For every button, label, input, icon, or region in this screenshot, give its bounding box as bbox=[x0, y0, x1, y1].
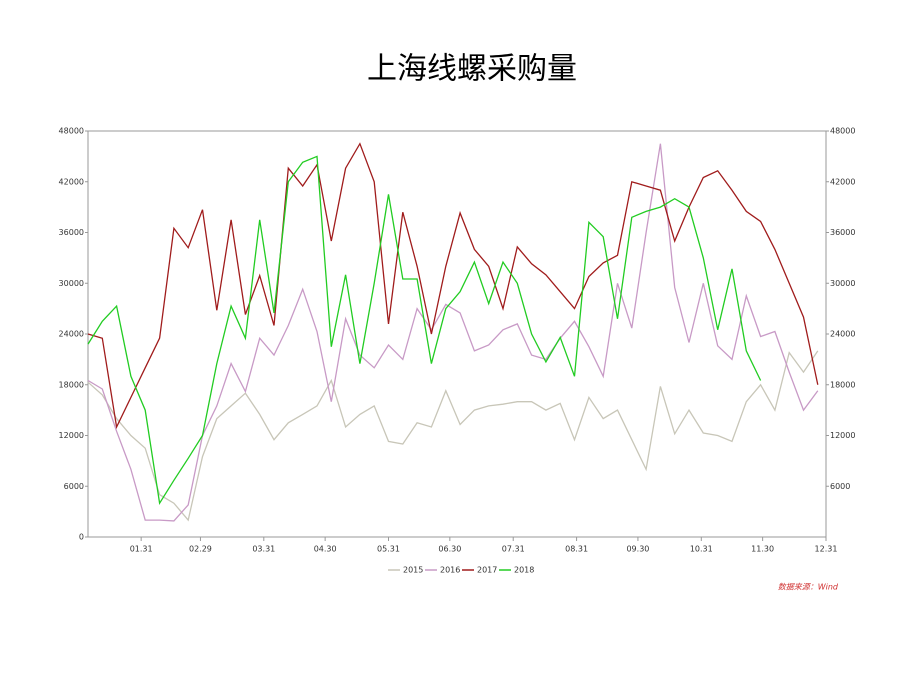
y2-tick-label: 36000 bbox=[830, 228, 855, 237]
x-tick-label: 08.31 bbox=[565, 545, 588, 554]
chart-title: 上海线螺采购量 bbox=[367, 52, 577, 87]
y-tick-label: 48000 bbox=[59, 127, 84, 136]
x-tick-label: 03.31 bbox=[252, 545, 275, 554]
y-tick-label: 30000 bbox=[59, 279, 84, 288]
series-line bbox=[87, 142, 819, 430]
y2-tick-label: 18000 bbox=[830, 380, 855, 389]
y-tick-label: 36000 bbox=[59, 228, 84, 237]
y-tick-label: 24000 bbox=[59, 330, 84, 339]
y2-tick-label: 42000 bbox=[830, 177, 855, 186]
y-tick-label: 12000 bbox=[59, 431, 84, 440]
x-tick-label: 07.31 bbox=[502, 545, 525, 554]
y-tick-label: 42000 bbox=[59, 177, 84, 186]
legend-label: 2018 bbox=[514, 566, 534, 575]
x-tick-label: 11.30 bbox=[751, 545, 774, 554]
y2-tick-label: 24000 bbox=[830, 330, 855, 339]
x-tick-label: 05.31 bbox=[377, 545, 400, 554]
series-line bbox=[87, 143, 819, 522]
x-tick-label: 09.30 bbox=[626, 545, 649, 554]
x-tick-label: 10.31 bbox=[690, 545, 713, 554]
x-tick-label: 01.31 bbox=[130, 545, 153, 554]
x-tick-label: 12.31 bbox=[815, 545, 838, 554]
y-tick-label: 18000 bbox=[59, 380, 84, 389]
source-note: 数据来源：Wind bbox=[778, 583, 839, 592]
legend-label: 2015 bbox=[403, 566, 423, 575]
y2-tick-label: 48000 bbox=[830, 127, 855, 136]
series-line bbox=[87, 155, 762, 506]
series-line bbox=[87, 350, 819, 522]
y2-tick-label: 30000 bbox=[830, 279, 855, 288]
legend-label: 2017 bbox=[477, 566, 497, 575]
x-tick-label: 04.30 bbox=[314, 545, 337, 554]
y2-tick-label: 6000 bbox=[830, 482, 850, 491]
x-tick-label: 06.30 bbox=[438, 545, 461, 554]
legend-label: 2016 bbox=[440, 566, 460, 575]
y-tick-label: 6000 bbox=[64, 482, 84, 491]
y2-tick-label: 12000 bbox=[830, 431, 855, 440]
y-tick-label: 0 bbox=[79, 533, 84, 542]
x-tick-label: 02.29 bbox=[189, 545, 212, 554]
